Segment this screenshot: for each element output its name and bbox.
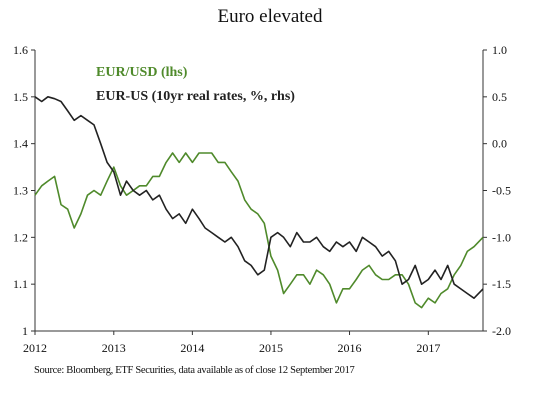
left-tick-label: 1	[22, 324, 28, 338]
left-tick-label: 1.3	[13, 184, 28, 198]
right-tick-label: -0.5	[492, 184, 511, 198]
axes: 1 1.1 1.2 1.3 1.4 1.5 1.6 -2.0 -1.5 -1.0 -0.5 0.0 0.…	[13, 43, 511, 355]
x-tick-label: 2017	[416, 341, 440, 355]
x-tick-label: 2015	[259, 341, 283, 355]
source-note: Source: Bloomberg, ETF Securities, data …	[34, 365, 355, 376]
left-tick-label: 1.4	[13, 137, 28, 151]
series-line-eurusd	[34, 152, 484, 309]
x-tick-label: 2012	[23, 341, 47, 355]
chart-title: Euro elevated	[217, 6, 323, 27]
legend-label-0: EUR/USD (lhs)	[96, 65, 188, 80]
left-tick-label: 1.5	[13, 90, 28, 104]
legend-label-1: EUR-US (10yr real rates, %, rhs)	[96, 89, 295, 104]
series-layer	[34, 96, 484, 309]
series-line-real-rates	[34, 96, 484, 300]
x-tick-label: 2014	[180, 341, 204, 355]
left-tick-label: 1.2	[13, 230, 28, 244]
left-tick-label: 1.1	[13, 277, 28, 291]
right-tick-label: -1.0	[492, 230, 511, 244]
x-tick-label: 2013	[102, 341, 126, 355]
right-tick-label: -2.0	[492, 324, 511, 338]
right-tick-label: 0.5	[492, 90, 507, 104]
right-tick-label: -1.5	[492, 277, 511, 291]
left-tick-label: 1.6	[13, 43, 28, 57]
legend: EUR/USD (lhs) EUR-US (10yr real rates, %,…	[96, 65, 295, 104]
right-tick-label: 0.0	[492, 137, 507, 151]
right-tick-label: 1.0	[492, 43, 507, 57]
x-tick-label: 2016	[338, 341, 362, 355]
